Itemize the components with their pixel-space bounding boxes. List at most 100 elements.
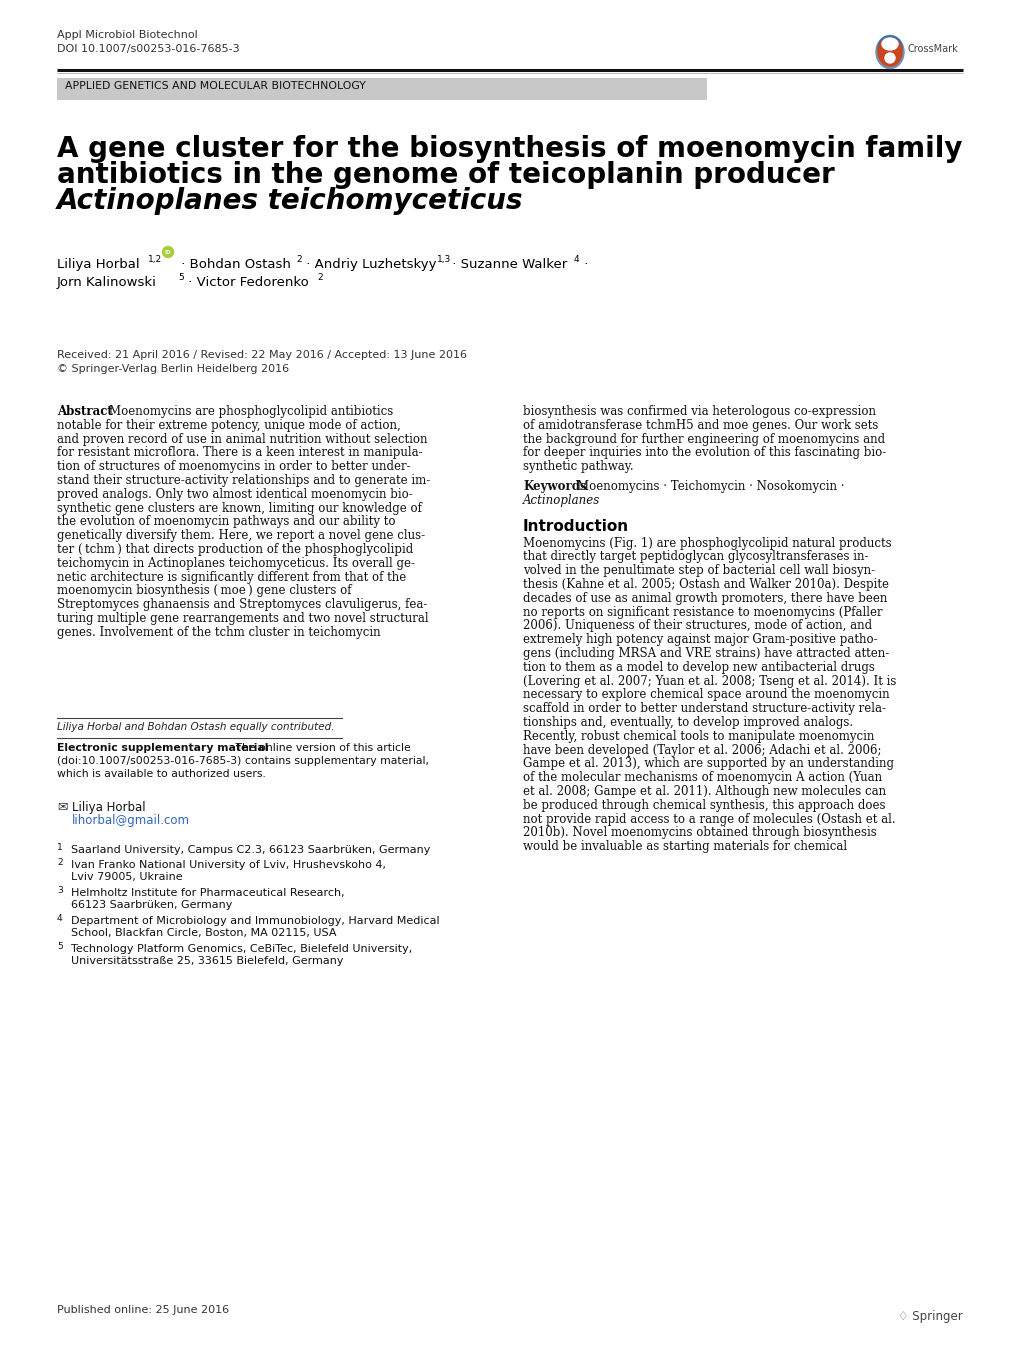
Text: be produced through chemical synthesis, this approach does: be produced through chemical synthesis, … [523,799,884,812]
Text: 1,2: 1,2 [148,255,162,264]
Text: ·: · [580,257,588,271]
Text: antibiotics in the genome of teicoplanin producer: antibiotics in the genome of teicoplanin… [57,161,834,188]
Text: tionships and, eventually, to develop improved analogs.: tionships and, eventually, to develop im… [523,715,852,729]
Text: decades of use as animal growth promoters, there have been: decades of use as animal growth promoter… [523,592,887,604]
Text: that directly target peptidoglycan glycosyltransferases in-: that directly target peptidoglycan glyco… [523,550,867,564]
Text: volved in the penultimate step of bacterial cell wall biosyn-: volved in the penultimate step of bacter… [523,564,874,577]
Text: Actinoplanes teichomyceticus: Actinoplanes teichomyceticus [57,187,523,215]
Text: of amidotransferase tchmH5 and moe genes. Our work sets: of amidotransferase tchmH5 and moe genes… [523,419,877,432]
Text: 2006). Uniqueness of their structures, mode of action, and: 2006). Uniqueness of their structures, m… [523,619,871,633]
Text: © Springer-Verlag Berlin Heidelberg 2016: © Springer-Verlag Berlin Heidelberg 2016 [57,364,288,374]
Text: Ivan Franko National University of Lviv, Hrushevskoho 4,: Ivan Franko National University of Lviv,… [71,860,385,870]
Circle shape [884,53,894,62]
Text: would be invaluable as starting materials for chemical: would be invaluable as starting material… [523,840,847,854]
Text: · Victor Fedorenko: · Victor Fedorenko [183,276,309,289]
Text: et al. 2008; Gampe et al. 2011). Although new molecules can: et al. 2008; Gampe et al. 2011). Althoug… [523,785,886,798]
Text: notable for their extreme potency, unique mode of action,: notable for their extreme potency, uniqu… [57,419,400,432]
Text: Lviv 79005, Ukraine: Lviv 79005, Ukraine [71,871,182,882]
Text: 1: 1 [57,843,63,852]
Text: Saarland University, Campus C2.3, 66123 Saarbrüken, Germany: Saarland University, Campus C2.3, 66123 … [71,844,430,855]
Text: Streptomyces ghanaensis and Streptomyces clavuligerus, fea-: Streptomyces ghanaensis and Streptomyces… [57,598,427,611]
Text: gens (including MRSA and VRE strains) have attracted atten-: gens (including MRSA and VRE strains) ha… [523,648,889,660]
Text: extremely high potency against major Gram-positive patho-: extremely high potency against major Gra… [523,633,876,646]
Text: The online version of this article: The online version of this article [231,743,411,753]
Text: 4: 4 [57,915,62,923]
Text: of the molecular mechanisms of moenomycin A action (Yuan: of the molecular mechanisms of moenomyci… [523,771,881,785]
Text: 66123 Saarbrüken, Germany: 66123 Saarbrüken, Germany [71,900,232,911]
Text: Recently, robust chemical tools to manipulate moenomycin: Recently, robust chemical tools to manip… [523,730,873,743]
Circle shape [162,247,173,257]
Text: Jorn Kalinowski: Jorn Kalinowski [57,276,157,289]
Text: 2: 2 [296,255,302,264]
Text: netic architecture is significantly different from that of the: netic architecture is significantly diff… [57,570,406,584]
Text: 2010b). Novel moenomycins obtained through biosynthesis: 2010b). Novel moenomycins obtained throu… [523,827,876,840]
Text: · Suzanne Walker: · Suzanne Walker [447,257,567,271]
Text: Moenomycins (Fig. 1) are phosphoglycolipid natural products: Moenomycins (Fig. 1) are phosphoglycolip… [523,537,891,550]
Text: Moenomycins · Teichomycin · Nosokomycin ·: Moenomycins · Teichomycin · Nosokomycin … [577,480,844,493]
Ellipse shape [877,37,901,60]
Text: 5: 5 [57,942,63,951]
Text: and proven record of use in animal nutrition without selection: and proven record of use in animal nutri… [57,432,427,446]
Text: genes. Involvement of the tchm cluster in teichomycin: genes. Involvement of the tchm cluster i… [57,626,380,638]
Text: Helmholtz Institute for Pharmaceutical Research,: Helmholtz Institute for Pharmaceutical R… [71,888,344,898]
Text: iD: iD [165,249,171,255]
Text: 2: 2 [317,272,322,282]
Text: Universitätsstraße 25, 33615 Bielefeld, Germany: Universitätsstraße 25, 33615 Bielefeld, … [71,957,343,966]
Text: ✉: ✉ [57,801,67,813]
Text: turing multiple gene rearrangements and two novel structural: turing multiple gene rearrangements and … [57,612,428,625]
Text: not provide rapid access to a range of molecules (Ostash et al.: not provide rapid access to a range of m… [523,813,895,825]
Text: School, Blackfan Circle, Boston, MA 02115, USA: School, Blackfan Circle, Boston, MA 0211… [71,928,336,938]
Text: tion of structures of moenomycins in order to better under-: tion of structures of moenomycins in ord… [57,461,411,473]
Text: which is available to authorized users.: which is available to authorized users. [57,768,266,779]
Ellipse shape [875,35,903,69]
Text: Department of Microbiology and Immunobiology, Harvard Medical: Department of Microbiology and Immunobio… [71,916,439,927]
Text: proved analogs. Only two almost identical moenomycin bio-: proved analogs. Only two almost identica… [57,488,413,501]
Text: scaffold in order to better understand structure-activity rela-: scaffold in order to better understand s… [523,702,886,715]
Text: · Bohdan Ostash: · Bohdan Ostash [177,257,290,271]
Text: thesis (Kahne et al. 2005; Ostash and Walker 2010a). Despite: thesis (Kahne et al. 2005; Ostash and Wa… [523,579,889,591]
Text: moenomycin biosynthesis ( moe ) gene clusters of: moenomycin biosynthesis ( moe ) gene clu… [57,584,352,598]
Text: stand their structure-activity relationships and to generate im-: stand their structure-activity relations… [57,474,430,486]
Ellipse shape [881,38,897,50]
Text: 2: 2 [57,858,62,867]
Text: the background for further engineering of moenomycins and: the background for further engineering o… [523,432,884,446]
Text: ♢ Springer: ♢ Springer [898,1310,962,1322]
Text: genetically diversify them. Here, we report a novel gene clus-: genetically diversify them. Here, we rep… [57,530,425,542]
Text: A gene cluster for the biosynthesis of moenomycin family: A gene cluster for the biosynthesis of m… [57,136,962,163]
Text: lihorbal@gmail.com: lihorbal@gmail.com [72,814,190,828]
Text: for resistant microflora. There is a keen interest in manipula-: for resistant microflora. There is a kee… [57,446,422,459]
Text: Abstract: Abstract [57,405,117,417]
Text: synthetic pathway.: synthetic pathway. [523,461,633,473]
Text: DOI 10.1007/s00253-016-7685-3: DOI 10.1007/s00253-016-7685-3 [57,43,239,54]
Text: for deeper inquiries into the evolution of this fascinating bio-: for deeper inquiries into the evolution … [523,446,886,459]
Text: APPLIED GENETICS AND MOLECULAR BIOTECHNOLOGY: APPLIED GENETICS AND MOLECULAR BIOTECHNO… [65,81,366,91]
Text: Liliya Horbal and Bohdan Ostash equally contributed.: Liliya Horbal and Bohdan Ostash equally … [57,722,334,732]
Text: · Andriy Luzhetskyy: · Andriy Luzhetskyy [302,257,436,271]
Text: (doi:10.1007/s00253-016-7685-3) contains supplementary material,: (doi:10.1007/s00253-016-7685-3) contains… [57,756,429,766]
Text: 5: 5 [178,272,183,282]
Text: the evolution of moenomycin pathways and our ability to: the evolution of moenomycin pathways and… [57,515,395,528]
Text: Actinoplanes: Actinoplanes [523,493,599,507]
Bar [57,79,706,100]
Text: biosynthesis was confirmed via heterologous co-expression: biosynthesis was confirmed via heterolog… [523,405,875,417]
Text: 3: 3 [57,886,63,896]
Text: tion to them as a model to develop new antibacterial drugs: tion to them as a model to develop new a… [523,661,874,673]
Text: no reports on significant resistance to moenomycins (Pfaller: no reports on significant resistance to … [523,606,881,619]
Text: 4: 4 [574,255,579,264]
Text: Appl Microbiol Biotechnol: Appl Microbiol Biotechnol [57,30,198,41]
Text: have been developed (Taylor et al. 2006; Adachi et al. 2006;: have been developed (Taylor et al. 2006;… [523,744,880,756]
Text: Liliya Horbal: Liliya Horbal [72,801,146,813]
Text: ter ( tchm ) that directs production of the phosphoglycolipid: ter ( tchm ) that directs production of … [57,543,413,556]
Text: necessary to explore chemical space around the moenomycin: necessary to explore chemical space arou… [523,688,889,702]
Text: Electronic supplementary material: Electronic supplementary material [57,743,268,753]
Text: Technology Platform Genomics, CeBiTec, Bielefeld University,: Technology Platform Genomics, CeBiTec, B… [71,944,412,954]
Text: 1,3: 1,3 [436,255,450,264]
Text: (Lovering et al. 2007; Yuan et al. 2008; Tseng et al. 2014). It is: (Lovering et al. 2007; Yuan et al. 2008;… [523,675,896,687]
Text: Published online: 25 June 2016: Published online: 25 June 2016 [57,1305,229,1314]
Text: Gampe et al. 2013), which are supported by an understanding: Gampe et al. 2013), which are supported … [523,757,893,771]
Text: synthetic gene clusters are known, limiting our knowledge of: synthetic gene clusters are known, limit… [57,501,422,515]
Text: Received: 21 April 2016 / Revised: 22 May 2016 / Accepted: 13 June 2016: Received: 21 April 2016 / Revised: 22 Ma… [57,350,467,360]
Text: teichomycin in Actinoplanes teichomyceticus. Its overall ge-: teichomycin in Actinoplanes teichomyceti… [57,557,415,570]
Ellipse shape [877,38,901,66]
Text: Liliya Horbal: Liliya Horbal [57,257,140,271]
